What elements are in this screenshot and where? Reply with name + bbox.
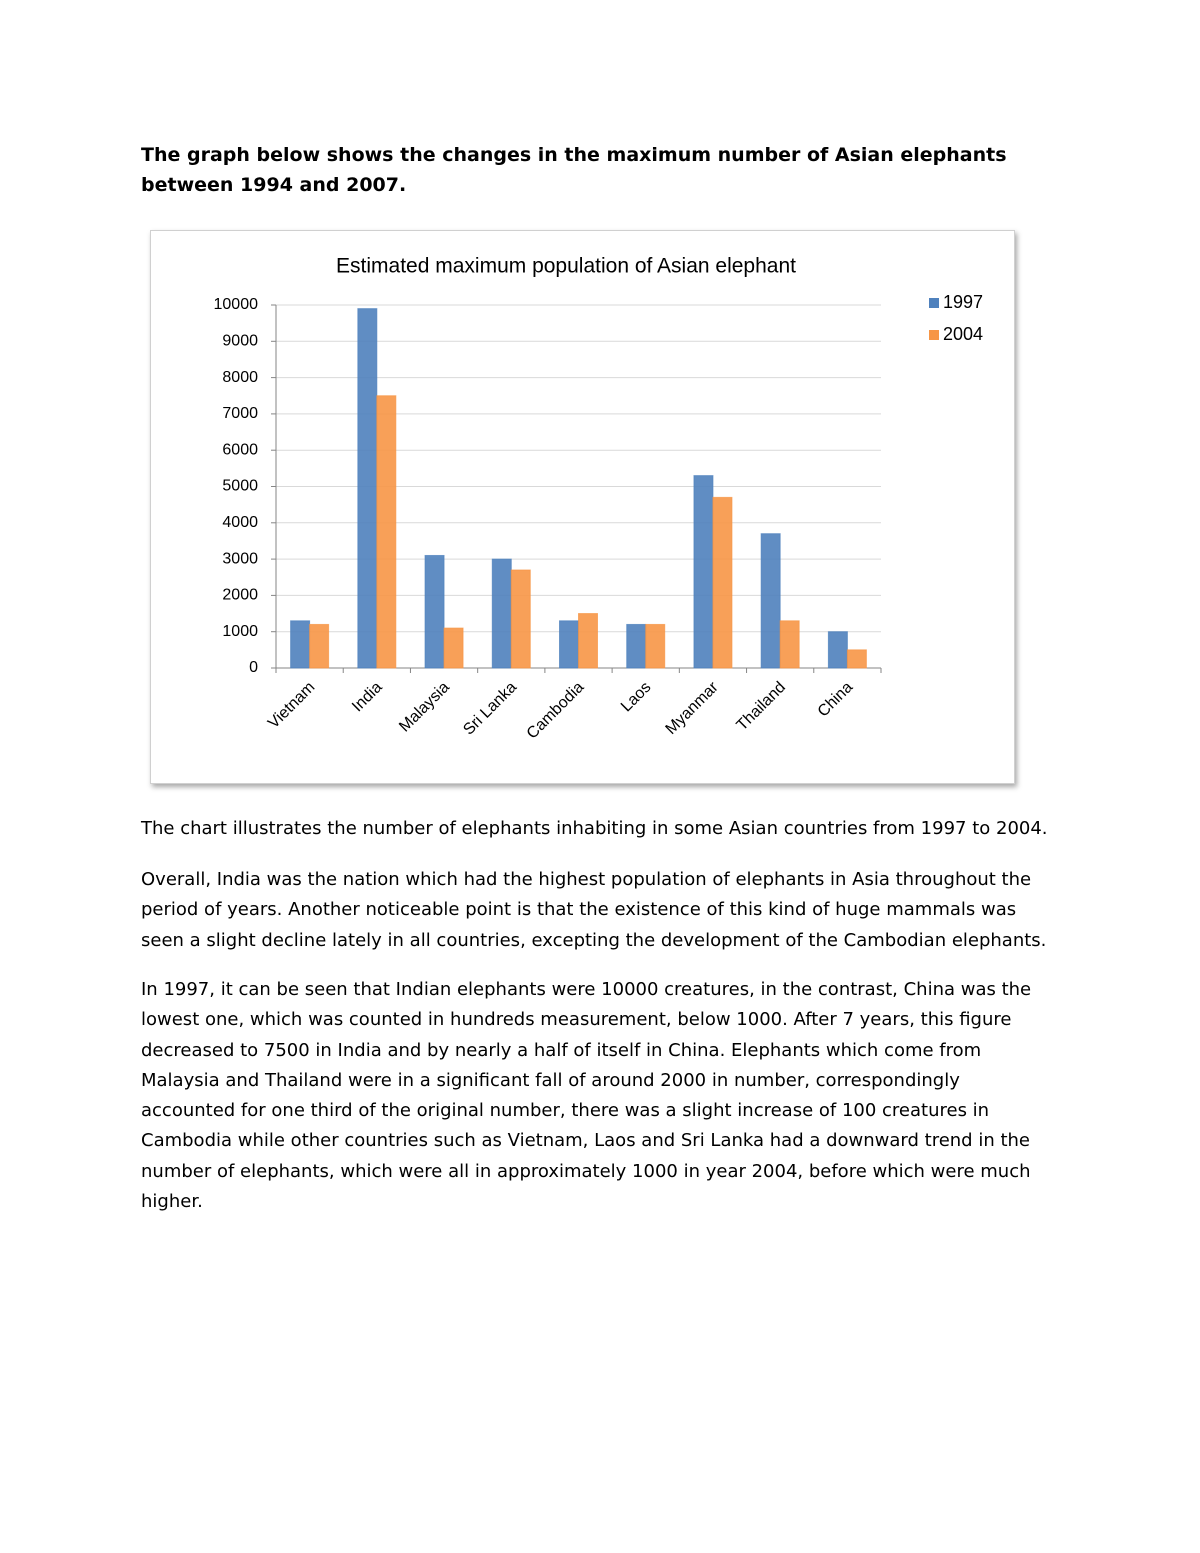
- bar: [290, 620, 311, 669]
- x-tick-label: India: [349, 679, 386, 716]
- y-tick-label: 0: [249, 659, 258, 676]
- y-tick-label: 2000: [222, 587, 258, 604]
- legend-swatch: [929, 330, 939, 340]
- bar: [578, 613, 598, 669]
- y-tick-label: 6000: [222, 441, 258, 458]
- x-tick-label: Myanmar: [663, 678, 723, 738]
- bar: [443, 627, 464, 669]
- x-tick-label: Thailand: [734, 679, 789, 734]
- bar: [846, 649, 867, 669]
- bar: [376, 395, 397, 669]
- bar: [559, 620, 579, 669]
- paragraph: The chart illustrates the number of elep…: [141, 818, 1048, 839]
- y-tick-label: 5000: [222, 478, 258, 495]
- x-tick-label: Sri Lanka: [460, 679, 520, 739]
- legend-label: 2004: [943, 324, 983, 344]
- bar: [779, 620, 800, 669]
- x-tick-label: Malaysia: [396, 679, 453, 736]
- bar: [357, 308, 378, 669]
- chart-title: Estimated maximum population of Asian el…: [336, 255, 796, 278]
- legend-label: 1997: [943, 292, 983, 312]
- bar: [827, 631, 848, 669]
- x-tick-label: Vietnam: [265, 679, 318, 732]
- chart: Estimated maximum population of Asian el…: [214, 255, 984, 743]
- y-tick-label: 1000: [222, 623, 258, 640]
- y-tick-label: 9000: [222, 333, 258, 350]
- y-tick-label: 7000: [222, 405, 258, 422]
- x-tick-label: China: [815, 679, 857, 721]
- x-tick-label: Cambodia: [524, 679, 588, 743]
- bar: [760, 533, 781, 669]
- chart-frame: Estimated maximum population of Asian el…: [150, 230, 1015, 784]
- y-tick-label: 8000: [222, 369, 258, 386]
- bar: [424, 554, 445, 669]
- bar: [491, 558, 512, 669]
- legend-swatch: [929, 298, 939, 308]
- bar: [626, 623, 647, 669]
- y-tick-label: 10000: [214, 296, 259, 313]
- bar: [712, 496, 733, 669]
- bar: [309, 623, 330, 669]
- y-tick-label: 4000: [222, 514, 258, 531]
- heading: The graph below shows the changes in the…: [141, 144, 1007, 196]
- bar: [693, 475, 714, 669]
- paragraph: In 1997, it can be seen that Indian elep…: [141, 979, 1032, 1213]
- paragraph: Overall, India was the nation which had …: [141, 869, 1047, 951]
- y-tick-label: 3000: [222, 550, 258, 567]
- bar: [645, 623, 666, 669]
- bar: [510, 569, 531, 669]
- x-tick-label: Laos: [618, 679, 655, 716]
